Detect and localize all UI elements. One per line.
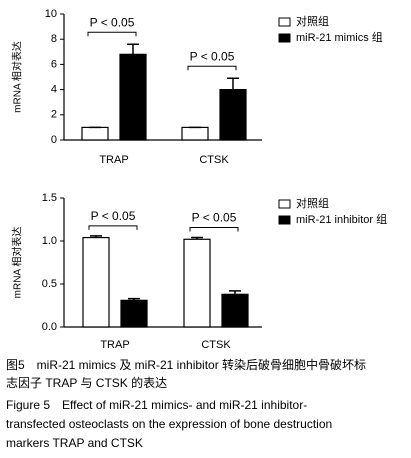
y-tick-label: 0.5 (42, 278, 57, 290)
x-tick-label: TRAP (100, 339, 129, 351)
y-axis-label: mRNA 相对表达 (11, 227, 24, 299)
caption-line: Figure 5 Effect of miR-21 mimics- and mi… (6, 398, 307, 412)
bar (221, 293, 249, 328)
y-tick-label: 10 (45, 8, 57, 20)
error-bar (229, 290, 241, 295)
bar (219, 88, 247, 141)
y-tick-label: 0.0 (42, 321, 57, 333)
y-tick-label: 6 (51, 58, 57, 70)
y-tick-label: 0 (51, 134, 57, 146)
bar (81, 126, 109, 141)
bar (181, 126, 209, 141)
error-bar (90, 235, 102, 238)
error-bar (191, 236, 203, 240)
caption-line: markers TRAP and CTSK (6, 436, 143, 450)
legend-swatch (278, 215, 291, 225)
legend-label: 对照组 (296, 196, 329, 210)
y-tick-label: 1.0 (42, 235, 57, 247)
significance-bracket (187, 65, 237, 71)
y-tick-label: 8 (51, 33, 57, 45)
bar (120, 299, 148, 328)
significance-bracket (189, 227, 239, 232)
caption-line: 图5 miR-21 mimics 及 miR-21 inhibitor 转染后破… (6, 357, 366, 372)
legend-label: miR-21 mimics 组 (296, 30, 383, 44)
x-tick-label: CTSK (201, 339, 231, 351)
error-bar (128, 297, 140, 301)
significance-label: P < 0.05 (192, 211, 237, 225)
y-tick-label: 1.5 (42, 192, 57, 204)
y-axis-label: mRNA 相对表达 (11, 41, 24, 113)
x-tick-label: CTSK (199, 154, 229, 166)
error-bar (227, 77, 239, 90)
y-tick-label: 2 (51, 109, 57, 121)
legend-swatch (278, 199, 291, 209)
significance-bracket (88, 225, 138, 230)
significance-label: P < 0.05 (91, 209, 136, 223)
legend-label: 对照组 (296, 14, 329, 28)
bar (82, 236, 110, 328)
caption-line: transfected osteoclasts on the expressio… (6, 417, 332, 431)
caption-line: 志因子 TRAP 与 CTSK 的表达 (6, 375, 167, 390)
significance-label: P < 0.05 (190, 49, 235, 63)
x-tick-label: TRAP (99, 154, 128, 166)
significance-bracket (87, 31, 137, 37)
bar (119, 53, 147, 141)
error-bar (127, 43, 139, 55)
legend-swatch (278, 17, 291, 27)
bar (183, 238, 211, 328)
legend-swatch (278, 33, 291, 43)
y-tick-label: 4 (51, 84, 57, 96)
legend-label: miR-21 inhibitor 组 (296, 212, 387, 226)
significance-label: P < 0.05 (90, 15, 135, 29)
